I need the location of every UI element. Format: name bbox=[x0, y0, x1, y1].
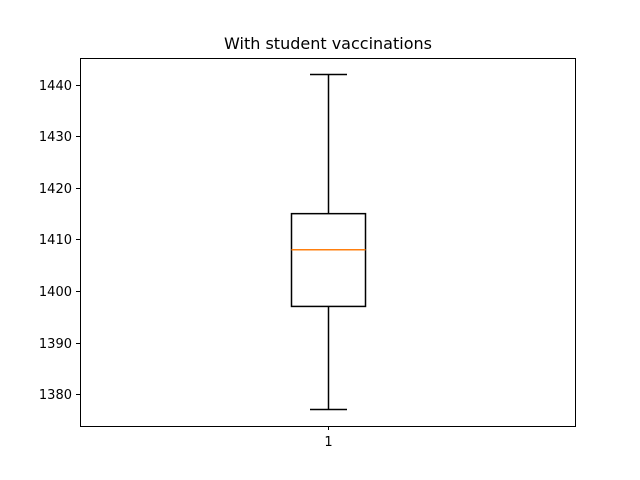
chart-title: With student vaccinations bbox=[224, 34, 432, 53]
y-tick-label: 1390 bbox=[39, 337, 72, 352]
y-tick-label: 1420 bbox=[39, 182, 72, 197]
x-tick-label: 1 bbox=[324, 435, 332, 450]
y-tick-label: 1430 bbox=[39, 130, 72, 145]
axes-frame bbox=[80, 58, 576, 427]
y-tick-label: 1410 bbox=[39, 233, 72, 248]
y-tick-label: 1380 bbox=[39, 388, 72, 403]
y-tick-label: 1400 bbox=[39, 285, 72, 300]
y-tick-label: 1440 bbox=[39, 79, 72, 94]
plot-area: 1380 1390 1400 1410 1420 1430 1440 1 bbox=[39, 73, 367, 450]
box-iqr bbox=[290, 212, 367, 308]
